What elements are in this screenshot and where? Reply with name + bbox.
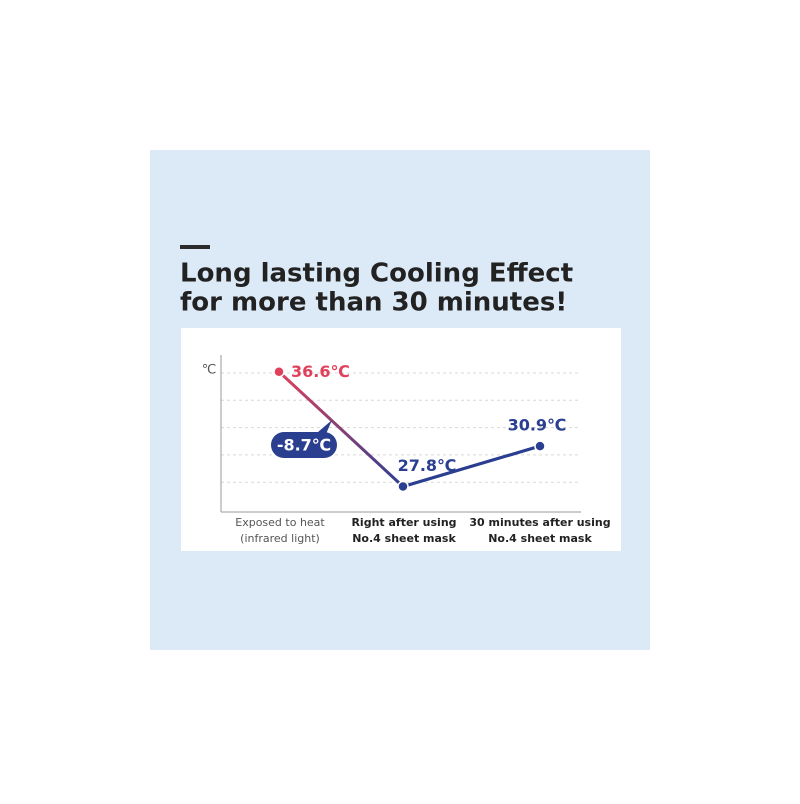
point bbox=[534, 440, 546, 452]
point bbox=[397, 480, 409, 493]
chart-title: for more than 30 minutes! bbox=[180, 288, 567, 318]
annotation-bubble bbox=[271, 420, 337, 458]
line-tail bbox=[402, 444, 541, 488]
value-label: 30.9℃ bbox=[508, 416, 567, 435]
annotation: -8.7℃ bbox=[277, 436, 331, 455]
value-label: 36.6℃ bbox=[291, 362, 350, 381]
x-tick-label: 30 minutes after using bbox=[469, 516, 610, 529]
point bbox=[273, 365, 285, 378]
title-dash bbox=[180, 245, 210, 249]
x-tick-label: No.4 sheet mask bbox=[488, 532, 592, 545]
chart-title: Long lasting Cooling Effect bbox=[180, 259, 573, 289]
plot-panel bbox=[181, 328, 621, 551]
x-tick-label: Right after using bbox=[351, 516, 456, 529]
x-tick-label: (infrared light) bbox=[240, 532, 320, 545]
x-tick-label: Exposed to heat bbox=[235, 516, 325, 529]
x-tick-label: No.4 sheet mask bbox=[352, 532, 456, 545]
value-label: 27.8℃ bbox=[398, 456, 457, 475]
y-axis-label: ℃ bbox=[202, 363, 217, 378]
